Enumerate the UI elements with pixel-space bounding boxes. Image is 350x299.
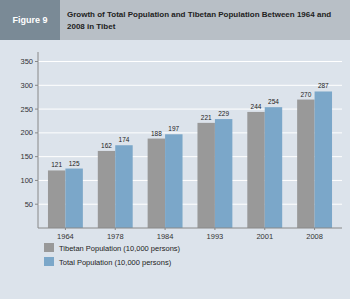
data-label: 174 — [119, 136, 130, 143]
y-tick — [35, 204, 38, 205]
bar — [148, 139, 165, 228]
x-tick-label: 2001 — [256, 232, 273, 241]
data-label: 244 — [251, 103, 262, 110]
x-tick — [65, 228, 66, 230]
y-tick — [35, 132, 38, 133]
grid-line — [38, 61, 342, 62]
y-tick-label: 200 — [20, 128, 33, 137]
legend-swatch — [44, 257, 54, 266]
grid-line — [38, 109, 342, 110]
data-label: 125 — [69, 160, 80, 167]
data-label: 287 — [318, 82, 329, 89]
legend-swatch — [44, 243, 54, 252]
grid-line — [38, 180, 342, 181]
data-label: 229 — [218, 110, 229, 117]
x-tick — [214, 228, 215, 230]
x-tick-label: 2008 — [306, 232, 323, 241]
y-tick — [35, 180, 38, 181]
bar — [247, 112, 264, 228]
figure-label-box — [0, 0, 60, 40]
bar — [315, 91, 332, 228]
bar — [265, 107, 282, 228]
data-label: 162 — [101, 142, 112, 149]
x-axis-line — [38, 228, 342, 229]
y-tick — [35, 109, 38, 110]
title-line: 2008 in Tibet — [67, 22, 116, 31]
title: Growth of Total Population and Tibetan P… — [67, 10, 331, 31]
x-tick — [264, 228, 265, 230]
legend-label: Tibetan Population (10,000 persons) — [59, 244, 181, 253]
y-tick — [35, 61, 38, 62]
y-tick-label: 150 — [20, 152, 33, 161]
y-tick — [35, 85, 38, 86]
y-tick-label: 250 — [20, 105, 33, 114]
figure-label: Figure 9 — [12, 15, 47, 25]
bar — [165, 134, 182, 228]
x-tick-label: 1984 — [157, 232, 174, 241]
x-tick — [165, 228, 166, 230]
bar — [98, 151, 115, 228]
bar — [215, 119, 232, 228]
grid-line — [38, 204, 342, 205]
data-label: 270 — [300, 91, 311, 98]
grid-line — [38, 85, 342, 86]
y-tick-label: 300 — [20, 81, 33, 90]
title-line: Growth of Total Population and Tibetan P… — [67, 10, 331, 19]
grid-line — [38, 156, 342, 157]
y-tick — [35, 156, 38, 157]
title-box — [60, 0, 350, 40]
y-axis-line — [38, 52, 39, 228]
bar — [115, 145, 132, 228]
bar — [297, 100, 314, 228]
y-tick-label: 350 — [20, 57, 33, 66]
data-label: 254 — [268, 98, 279, 105]
bar — [65, 169, 82, 228]
y-tick-label: 50 — [25, 200, 33, 209]
x-tick-label: 1993 — [207, 232, 224, 241]
data-label: 197 — [168, 125, 179, 132]
legend-label: Total Population (10,000 persons) — [59, 258, 172, 267]
bars — [48, 91, 332, 228]
data-label: 221 — [201, 114, 212, 121]
chart: Figure 9 Growth of Total Population and T… — [0, 0, 350, 299]
data-label: 188 — [151, 130, 162, 137]
grid-line — [38, 132, 342, 133]
x-tick-label: 1978 — [107, 232, 124, 241]
data-label: 121 — [51, 161, 62, 168]
y-tick-label: 100 — [20, 176, 33, 185]
x-tick — [314, 228, 315, 230]
bar — [197, 123, 214, 228]
bar — [48, 170, 65, 228]
x-tick — [115, 228, 116, 230]
x-tick-label: 1964 — [57, 232, 74, 241]
